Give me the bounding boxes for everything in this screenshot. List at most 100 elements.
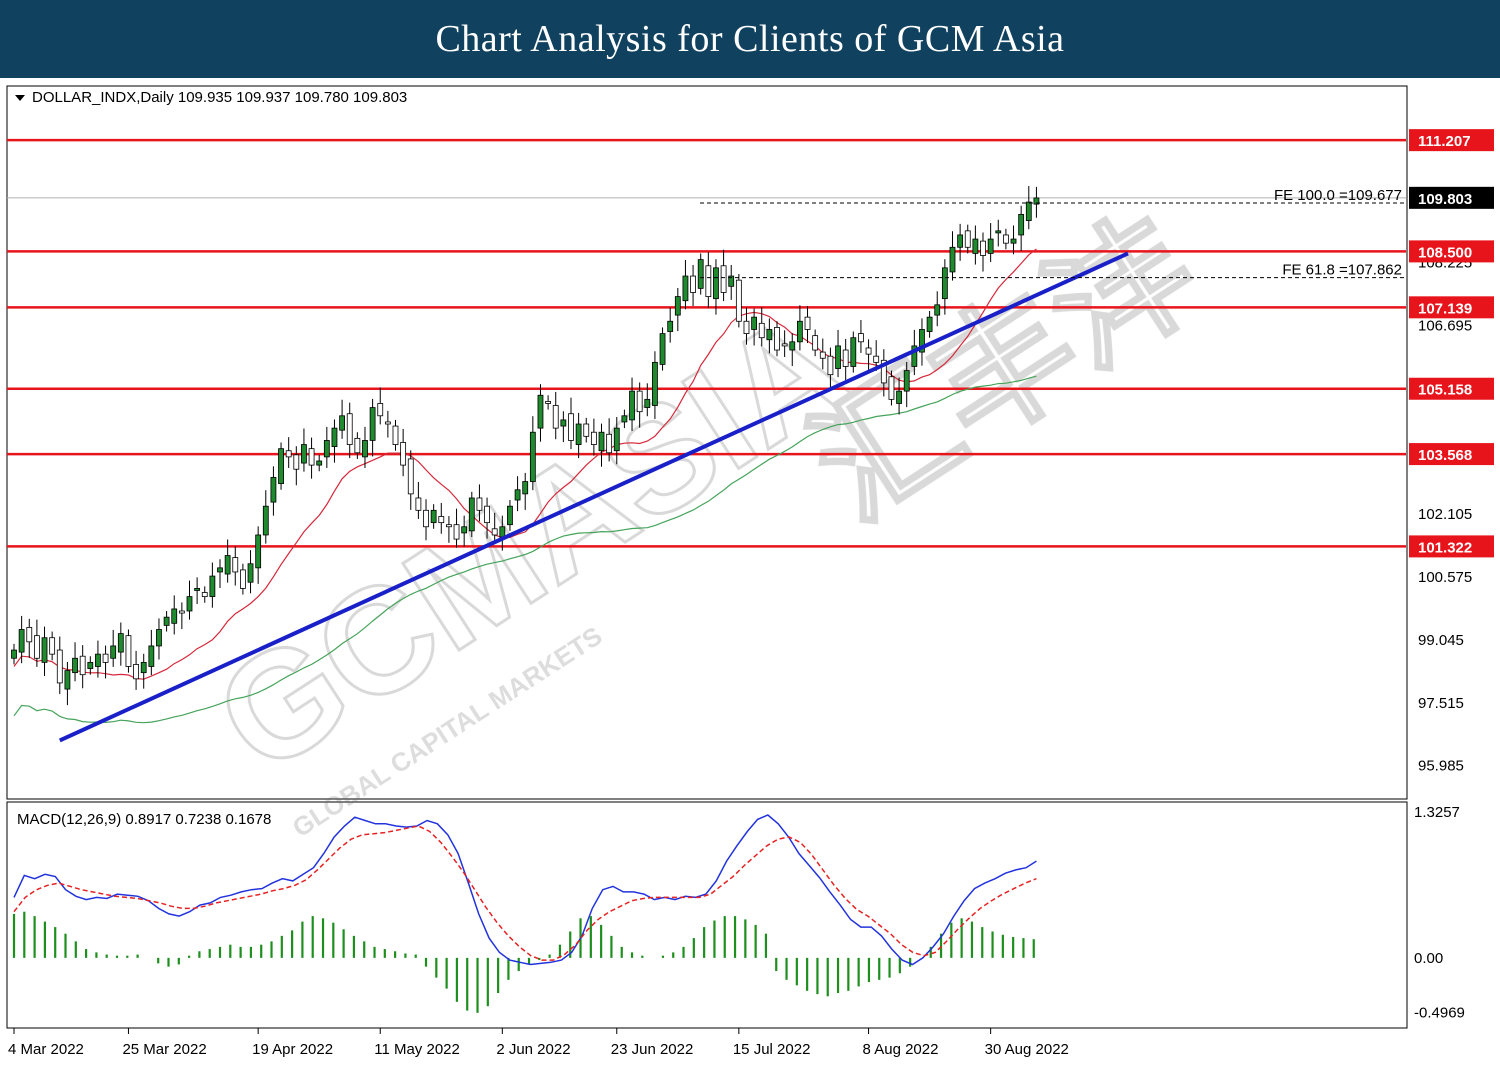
candle — [171, 595, 178, 635]
candle — [64, 661, 71, 706]
candle-body — [919, 329, 925, 353]
macd-line — [13, 814, 1037, 966]
candle-body — [819, 351, 826, 359]
candle — [537, 384, 544, 442]
candle — [72, 642, 78, 682]
candle-body — [95, 653, 101, 667]
y-tick-label: 95.985 — [1418, 758, 1464, 775]
candle-body — [186, 596, 193, 612]
candle — [507, 500, 513, 531]
candle — [804, 306, 811, 344]
candle-body — [1010, 238, 1017, 244]
candle-body — [735, 279, 742, 322]
dropdown-triangle-icon[interactable] — [15, 95, 25, 101]
candle — [125, 629, 132, 673]
candle-body — [392, 425, 399, 445]
candle — [888, 370, 895, 406]
candle — [11, 643, 17, 665]
ma-slow-line — [13, 375, 1037, 724]
candle-body — [18, 629, 25, 653]
candle-body — [941, 267, 948, 300]
candle-body — [537, 394, 544, 429]
candle — [1025, 186, 1032, 230]
candle — [896, 377, 902, 415]
candle-body — [827, 355, 834, 376]
candle-body — [1018, 214, 1025, 236]
candle — [453, 508, 460, 548]
candle-body — [995, 230, 1002, 234]
macd-y-tick-label: -0.4969 — [1414, 1004, 1465, 1021]
candle-body — [934, 304, 941, 316]
candle — [560, 411, 567, 443]
candle — [79, 645, 86, 689]
candle-body — [560, 419, 567, 427]
candle-body — [743, 320, 750, 334]
macd-label: MACD(12,26,9) 0.8917 0.7238 0.1678 — [17, 811, 271, 828]
candle — [140, 653, 147, 689]
candle-body — [529, 431, 536, 482]
main-panel-frame — [6, 85, 1408, 800]
candle-body — [41, 637, 48, 663]
candle-body — [728, 275, 735, 287]
candle-body — [453, 524, 460, 540]
candle-body — [247, 563, 254, 583]
candle-body — [87, 661, 94, 669]
candle — [1003, 228, 1009, 250]
trend-line — [58, 251, 1129, 743]
candle — [636, 382, 643, 428]
macd-y-tick-label: 1.3257 — [1414, 804, 1460, 821]
candle-body — [26, 627, 33, 643]
candle — [545, 395, 551, 410]
candle — [827, 347, 834, 391]
candle — [659, 327, 666, 371]
candle — [575, 412, 582, 459]
candle — [697, 253, 704, 295]
candle-body — [384, 421, 391, 425]
level-badge-5 — [1409, 535, 1494, 558]
candle — [713, 259, 719, 315]
candle-body — [270, 477, 277, 503]
candle-body — [980, 240, 986, 256]
candle — [972, 225, 979, 265]
candle-body — [766, 329, 773, 341]
level-badge-label-2: 107.139 — [1418, 300, 1472, 317]
candle — [751, 308, 758, 346]
candle — [415, 481, 422, 519]
candle-body — [316, 460, 323, 466]
level-badge-3 — [1409, 377, 1494, 400]
candle-body — [49, 637, 56, 655]
candle — [239, 563, 246, 595]
candle — [49, 631, 56, 661]
candle-body — [400, 442, 407, 466]
candle — [629, 377, 635, 431]
candle — [598, 423, 605, 467]
candle-body — [568, 413, 574, 441]
level-badge-0 — [1409, 129, 1494, 152]
candle-body — [751, 316, 758, 330]
candle-body — [476, 497, 483, 511]
candle — [484, 497, 490, 539]
candle-body — [514, 489, 521, 501]
candle — [873, 340, 880, 371]
candle — [392, 419, 399, 451]
candle-body — [72, 657, 78, 674]
candle — [354, 432, 361, 459]
candle-body — [972, 238, 979, 254]
candle-body — [873, 355, 880, 363]
candle — [186, 580, 193, 620]
candle-body — [858, 333, 864, 343]
candle-body — [110, 645, 117, 659]
level-badge-label-4: 103.568 — [1418, 447, 1472, 464]
candle-body — [606, 433, 613, 454]
candle-body — [491, 528, 498, 536]
candle-body — [865, 347, 872, 355]
macd-panel-frame — [6, 801, 1408, 1029]
candle — [461, 515, 468, 547]
candle-body — [583, 423, 590, 437]
x-tick-label: 11 May 2022 — [374, 1041, 460, 1058]
candle — [720, 249, 727, 302]
candle — [690, 264, 696, 307]
candle-body — [697, 259, 704, 289]
candle — [835, 329, 841, 378]
candle-body — [705, 265, 712, 298]
